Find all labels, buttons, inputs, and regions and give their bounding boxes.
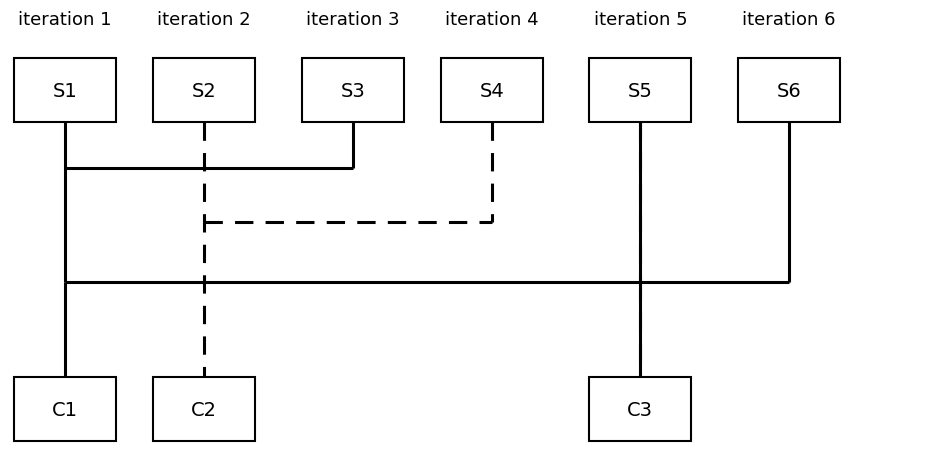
FancyBboxPatch shape (589, 378, 691, 441)
FancyBboxPatch shape (14, 59, 116, 123)
FancyBboxPatch shape (153, 378, 255, 441)
Text: S5: S5 (628, 81, 652, 101)
FancyBboxPatch shape (440, 59, 542, 123)
FancyBboxPatch shape (153, 59, 255, 123)
Text: S3: S3 (340, 81, 364, 101)
Text: S6: S6 (776, 81, 800, 101)
Text: iteration 3: iteration 3 (306, 11, 399, 29)
Text: iteration 4: iteration 4 (445, 11, 538, 29)
Text: C3: C3 (627, 400, 653, 419)
Text: S2: S2 (192, 81, 216, 101)
Text: iteration 1: iteration 1 (19, 11, 111, 29)
Text: C1: C1 (52, 400, 78, 419)
FancyBboxPatch shape (14, 378, 116, 441)
Text: S4: S4 (479, 81, 503, 101)
Text: iteration 5: iteration 5 (593, 11, 686, 29)
Text: iteration 6: iteration 6 (742, 11, 834, 29)
FancyBboxPatch shape (589, 59, 691, 123)
Text: C2: C2 (191, 400, 217, 419)
FancyBboxPatch shape (737, 59, 839, 123)
Text: iteration 2: iteration 2 (158, 11, 250, 29)
Text: S1: S1 (53, 81, 77, 101)
FancyBboxPatch shape (301, 59, 403, 123)
